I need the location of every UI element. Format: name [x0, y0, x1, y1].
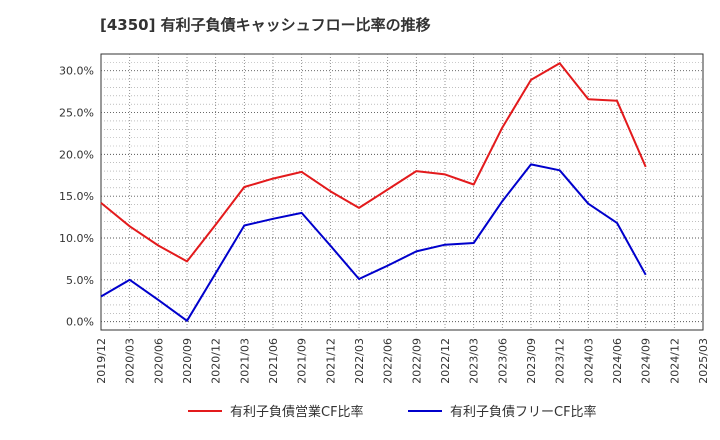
x-tick-label: 2021/06 — [267, 338, 280, 384]
y-tick-label: 0.0% — [66, 316, 94, 329]
x-tick-label: 2021/12 — [324, 338, 337, 384]
legend-label-2: 有利子負債フリーCF比率 — [450, 404, 597, 420]
x-tick-label: 2023/06 — [496, 338, 509, 384]
x-tick-label: 2020/12 — [210, 338, 223, 384]
x-tick-label: 2022/09 — [410, 338, 423, 384]
x-tick-label: 2024/09 — [640, 338, 653, 384]
y-tick-label: 20.0% — [59, 148, 94, 161]
x-tick-label: 2022/12 — [439, 338, 452, 384]
x-tick-label: 2021/09 — [296, 338, 309, 384]
x-tick-label: 2020/03 — [124, 338, 137, 384]
series-line-2 — [100, 163, 647, 322]
x-tick-label: 2021/03 — [238, 338, 251, 384]
x-tick-label: 2022/03 — [353, 338, 366, 384]
x-tick-label: 2024/12 — [668, 338, 681, 384]
x-tick-label: 2019/12 — [95, 338, 108, 384]
plot-area — [100, 53, 704, 331]
x-tick-label: 2023/09 — [525, 338, 538, 384]
x-tick-label: 2020/06 — [152, 338, 165, 384]
legend-label-1: 有利子負債営業CF比率 — [230, 404, 364, 420]
x-tick-label: 2024/06 — [611, 338, 624, 384]
x-tick-label: 2023/12 — [554, 338, 567, 384]
y-tick-label: 15.0% — [59, 190, 94, 203]
x-tick-label: 2025/03 — [697, 338, 710, 384]
series-line-1 — [100, 62, 647, 263]
chart-title: [4350] 有利子負債キャッシュフロー比率の推移 — [100, 16, 431, 34]
y-tick-label: 25.0% — [59, 107, 94, 120]
y-tick-label: 30.0% — [59, 65, 94, 78]
x-tick-label: 2023/03 — [468, 338, 481, 384]
y-tick-label: 5.0% — [66, 274, 94, 287]
x-tick-label: 2020/09 — [181, 338, 194, 384]
y-tick-label: 10.0% — [59, 232, 94, 245]
x-tick-label: 2022/06 — [382, 338, 395, 384]
x-tick-label: 2024/03 — [582, 338, 595, 384]
